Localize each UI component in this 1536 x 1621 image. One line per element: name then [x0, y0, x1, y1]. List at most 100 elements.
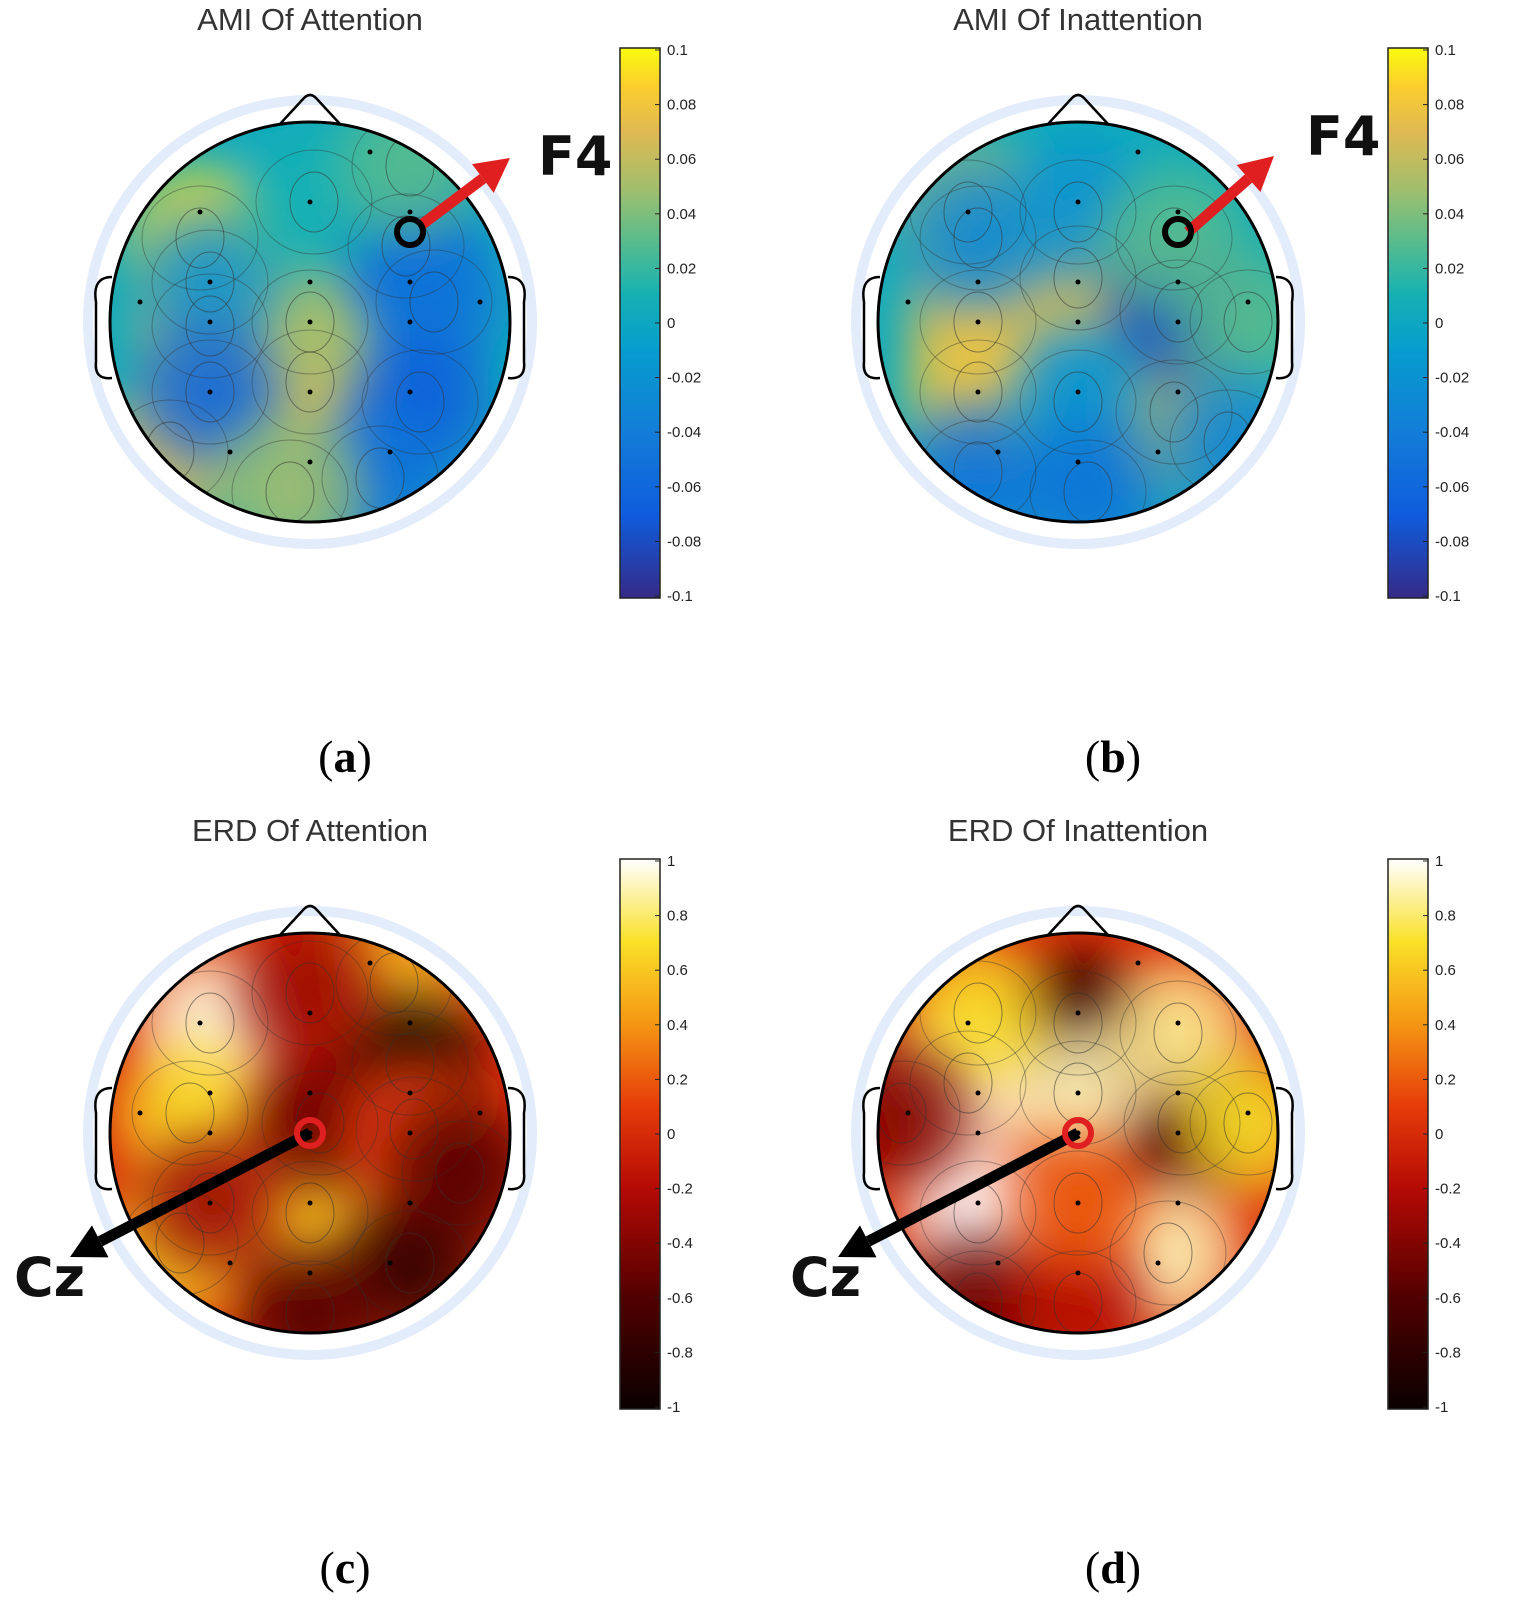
electrode-dot — [1245, 1110, 1251, 1116]
highlighted-electrode-ring — [1062, 1117, 1094, 1149]
contour-line — [151, 229, 269, 335]
contour-line — [185, 295, 235, 357]
colorbar-tick-label: 0.2 — [667, 1071, 688, 1088]
colorbar-tick-label: -0.8 — [667, 1344, 693, 1361]
colorbar-tick-label: -0.6 — [1435, 1290, 1461, 1307]
contour-line — [251, 940, 369, 1046]
electrode-dot — [407, 319, 413, 325]
right-ear-outline — [507, 1086, 526, 1191]
electrode-dot — [995, 449, 1001, 455]
contour-line — [151, 339, 269, 445]
electrode-dot — [1075, 1010, 1081, 1016]
electrode-dot — [477, 1110, 483, 1116]
panel-letter: a — [333, 731, 357, 782]
topoplot-chart: Cz 1 0.8 0.6 0.4 0.2 0 -0.2 -0.4 -0.6 -0.8 -1 — [14, 853, 693, 1416]
value-blob — [878, 1018, 997, 1208]
channel-annotation: F4 — [538, 125, 612, 188]
electrode-dot — [1075, 319, 1081, 325]
panel-title: AMI Of Inattention — [953, 2, 1203, 37]
value-blob — [315, 122, 505, 261]
arrow-shaft — [97, 1128, 313, 1247]
contour-line — [435, 1142, 485, 1204]
colorbar-tick-label: 0.08 — [667, 97, 696, 114]
colorbar-tick-label: 0.8 — [1435, 908, 1456, 925]
contour-line — [389, 1098, 439, 1160]
panel-letter: c — [334, 1542, 356, 1593]
contour-line — [1019, 349, 1137, 455]
contour-line — [1153, 1002, 1203, 1064]
head-outline — [108, 120, 512, 524]
electrode-dot — [407, 209, 413, 215]
electrode-dot — [1075, 389, 1081, 395]
electrode-dot — [1075, 1090, 1081, 1096]
colorbar-tick-label: 0 — [1435, 315, 1443, 332]
left-ear-outline — [862, 275, 881, 380]
electrode-dot — [995, 1260, 1001, 1266]
colorbar-tick-label: 0.06 — [1435, 151, 1464, 168]
highlighted-electrode-ring — [1162, 216, 1194, 248]
electrode-dot — [207, 389, 213, 395]
panel-label: (b) — [1084, 731, 1142, 782]
electrode-dot — [307, 319, 313, 325]
value-blob — [1153, 1028, 1278, 1218]
contour-line — [295, 1092, 345, 1154]
contour-line — [231, 439, 349, 522]
colorbar — [619, 47, 661, 599]
colorbar-tick-label: -0.4 — [1435, 1235, 1461, 1252]
electrode-dot — [227, 1260, 233, 1266]
electrode-dot — [387, 449, 393, 455]
contour-line — [395, 371, 445, 433]
colorbar-tick-label: 0.4 — [1435, 1017, 1456, 1034]
left-ear-outline — [862, 1086, 881, 1191]
electrode-dot — [207, 1090, 213, 1096]
contour-line — [943, 181, 993, 243]
electrode-dot — [137, 299, 143, 305]
arrow-head — [472, 158, 510, 193]
contour-line — [1223, 1092, 1273, 1154]
panel-letter: d — [1100, 1542, 1126, 1593]
contour-line — [347, 193, 465, 299]
contour-line — [878, 1060, 961, 1166]
arrow-shaft — [865, 1128, 1081, 1247]
colorbar-tick-label: -1 — [667, 1399, 680, 1416]
contour-line — [251, 1160, 369, 1266]
topoplot-chart: F4 0.1 0.08 0.06 0.04 0.02 0 -0.02 -0.04 -0.06 -0.… — [83, 42, 701, 605]
contour-line — [1019, 1250, 1137, 1333]
scalp-field — [878, 122, 1278, 522]
electrode-dot — [197, 209, 203, 215]
scalp-halo — [83, 95, 537, 549]
head-outline — [876, 931, 1280, 1335]
nose-outline — [1047, 93, 1109, 125]
contour-line — [409, 271, 459, 333]
panel-title: ERD Of Inattention — [947, 813, 1209, 848]
contour-line — [361, 349, 479, 455]
electrode-dot — [1155, 1260, 1161, 1266]
colorbar-tick-label: -0.02 — [1435, 370, 1469, 387]
electrode-dot — [407, 1020, 413, 1026]
electrode-dot — [407, 1090, 413, 1096]
contour-line — [1109, 1200, 1227, 1306]
contour-line — [943, 1052, 993, 1114]
electrode-dot — [1075, 279, 1081, 285]
electrode-dot — [975, 1200, 981, 1206]
colorbar-tick-label: 0 — [667, 1126, 675, 1143]
colorbar-tick-label: 0.02 — [667, 260, 696, 277]
contour-line — [1119, 259, 1237, 365]
panel-label: (a) — [318, 731, 372, 782]
topoplot-chart: F4 0.1 0.08 0.06 0.04 0.02 0 -0.02 -0.04 -0.06 -0.… — [851, 42, 1469, 605]
electrode-dot — [477, 299, 483, 305]
value-blob — [215, 933, 405, 1088]
colorbar-tick-label: -0.08 — [1435, 533, 1469, 550]
channel-annotation: Cz — [790, 1246, 861, 1309]
electrode-dot — [207, 279, 213, 285]
electrode-dot — [905, 1110, 911, 1116]
contour-line — [878, 1082, 927, 1144]
contour-line — [1019, 970, 1137, 1076]
contour-line — [953, 982, 1003, 1044]
right-ear-outline — [1275, 1086, 1294, 1191]
electrode-dot — [207, 1130, 213, 1136]
contour-line — [1019, 1150, 1137, 1256]
colorbar-tick-label: -0.04 — [1435, 424, 1469, 441]
value-blob — [195, 397, 385, 522]
colorbar-tick-label: 0.6 — [1435, 962, 1456, 979]
